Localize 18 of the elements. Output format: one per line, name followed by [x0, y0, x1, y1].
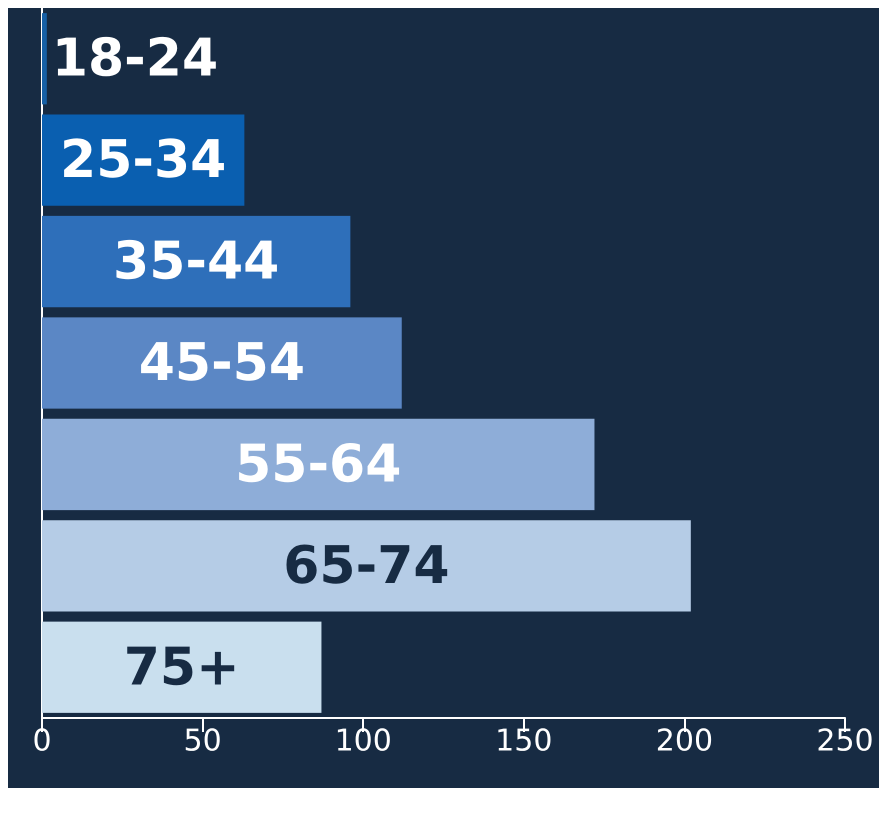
y-tick-label: 45-54 [138, 333, 306, 393]
x-tick-label: 250 [816, 724, 874, 758]
y-tick-label: 75+ [124, 637, 240, 698]
x-tick-label: 0 [32, 724, 52, 758]
y-tick-label: 18-24 [52, 28, 218, 89]
bar [42, 13, 47, 104]
y-tick-label: 25-34 [60, 130, 226, 190]
x-tick-label: 150 [495, 724, 552, 758]
y-tick-label: 35-44 [113, 232, 280, 292]
y-tick-label: 55-64 [235, 434, 402, 494]
bar [42, 520, 691, 612]
x-tick-label: 100 [334, 724, 392, 758]
bar [42, 317, 402, 409]
x-tick-label: 50 [184, 724, 222, 758]
bar [42, 418, 594, 510]
x-tick-label: 200 [656, 724, 714, 758]
y-tick-label: 65-74 [283, 536, 450, 596]
bar [42, 622, 322, 713]
